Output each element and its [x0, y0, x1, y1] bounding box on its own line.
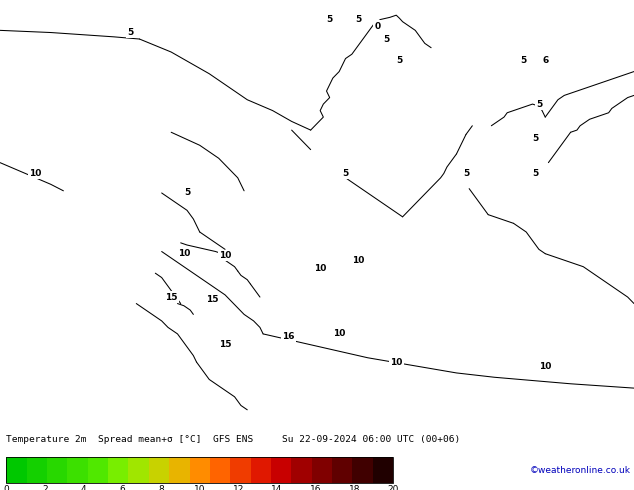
- Bar: [67, 457, 87, 483]
- Bar: [230, 457, 250, 483]
- Text: 15: 15: [219, 340, 231, 349]
- Text: 10: 10: [314, 265, 327, 273]
- Text: 16: 16: [282, 332, 295, 341]
- Text: 12: 12: [233, 486, 244, 490]
- Bar: [27, 457, 47, 483]
- Text: 5: 5: [327, 15, 333, 24]
- Text: 10: 10: [539, 362, 552, 371]
- Text: 5: 5: [127, 28, 133, 37]
- Text: 5: 5: [520, 56, 526, 65]
- Bar: [169, 457, 190, 483]
- Text: 5: 5: [396, 56, 403, 65]
- Text: 6: 6: [542, 56, 548, 65]
- Bar: [190, 457, 210, 483]
- Text: 20: 20: [387, 486, 399, 490]
- Bar: [353, 457, 373, 483]
- Text: 0: 0: [3, 486, 10, 490]
- Text: 2: 2: [42, 486, 48, 490]
- Text: 14: 14: [271, 486, 283, 490]
- Text: 18: 18: [349, 486, 360, 490]
- Text: 0: 0: [374, 22, 380, 30]
- Text: 6: 6: [119, 486, 126, 490]
- Bar: [291, 457, 312, 483]
- Text: 10: 10: [194, 486, 205, 490]
- Text: 16: 16: [310, 486, 321, 490]
- Text: ©weatheronline.co.uk: ©weatheronline.co.uk: [530, 466, 631, 475]
- Text: 5: 5: [463, 169, 469, 178]
- Text: 10: 10: [390, 358, 403, 367]
- Bar: [6, 457, 27, 483]
- Bar: [87, 457, 108, 483]
- Text: 5: 5: [355, 15, 361, 24]
- Bar: [210, 457, 230, 483]
- Text: 10: 10: [352, 256, 365, 265]
- Text: 5: 5: [536, 99, 542, 109]
- Bar: [312, 457, 332, 483]
- Bar: [6, 457, 393, 483]
- Bar: [129, 457, 149, 483]
- Text: 5: 5: [533, 134, 539, 143]
- Bar: [271, 457, 291, 483]
- Text: 10: 10: [29, 169, 41, 178]
- Text: 15: 15: [165, 293, 178, 301]
- Bar: [47, 457, 67, 483]
- Bar: [149, 457, 169, 483]
- Bar: [250, 457, 271, 483]
- Text: 5: 5: [342, 169, 349, 178]
- Text: 15: 15: [206, 294, 219, 304]
- Text: 10: 10: [178, 249, 190, 258]
- Text: 10: 10: [333, 329, 346, 339]
- Text: 8: 8: [158, 486, 164, 490]
- Bar: [108, 457, 129, 483]
- Text: 4: 4: [81, 486, 86, 490]
- Text: 5: 5: [184, 189, 190, 197]
- Text: Temperature 2m  Spread mean+σ [°C]  GFS ENS     Su 22-09-2024 06:00 UTC (00+06): Temperature 2m Spread mean+σ [°C] GFS EN…: [6, 435, 460, 444]
- Text: 5: 5: [533, 169, 539, 178]
- Text: 5: 5: [384, 34, 390, 44]
- Bar: [373, 457, 393, 483]
- Text: 10: 10: [219, 251, 231, 260]
- Bar: [332, 457, 353, 483]
